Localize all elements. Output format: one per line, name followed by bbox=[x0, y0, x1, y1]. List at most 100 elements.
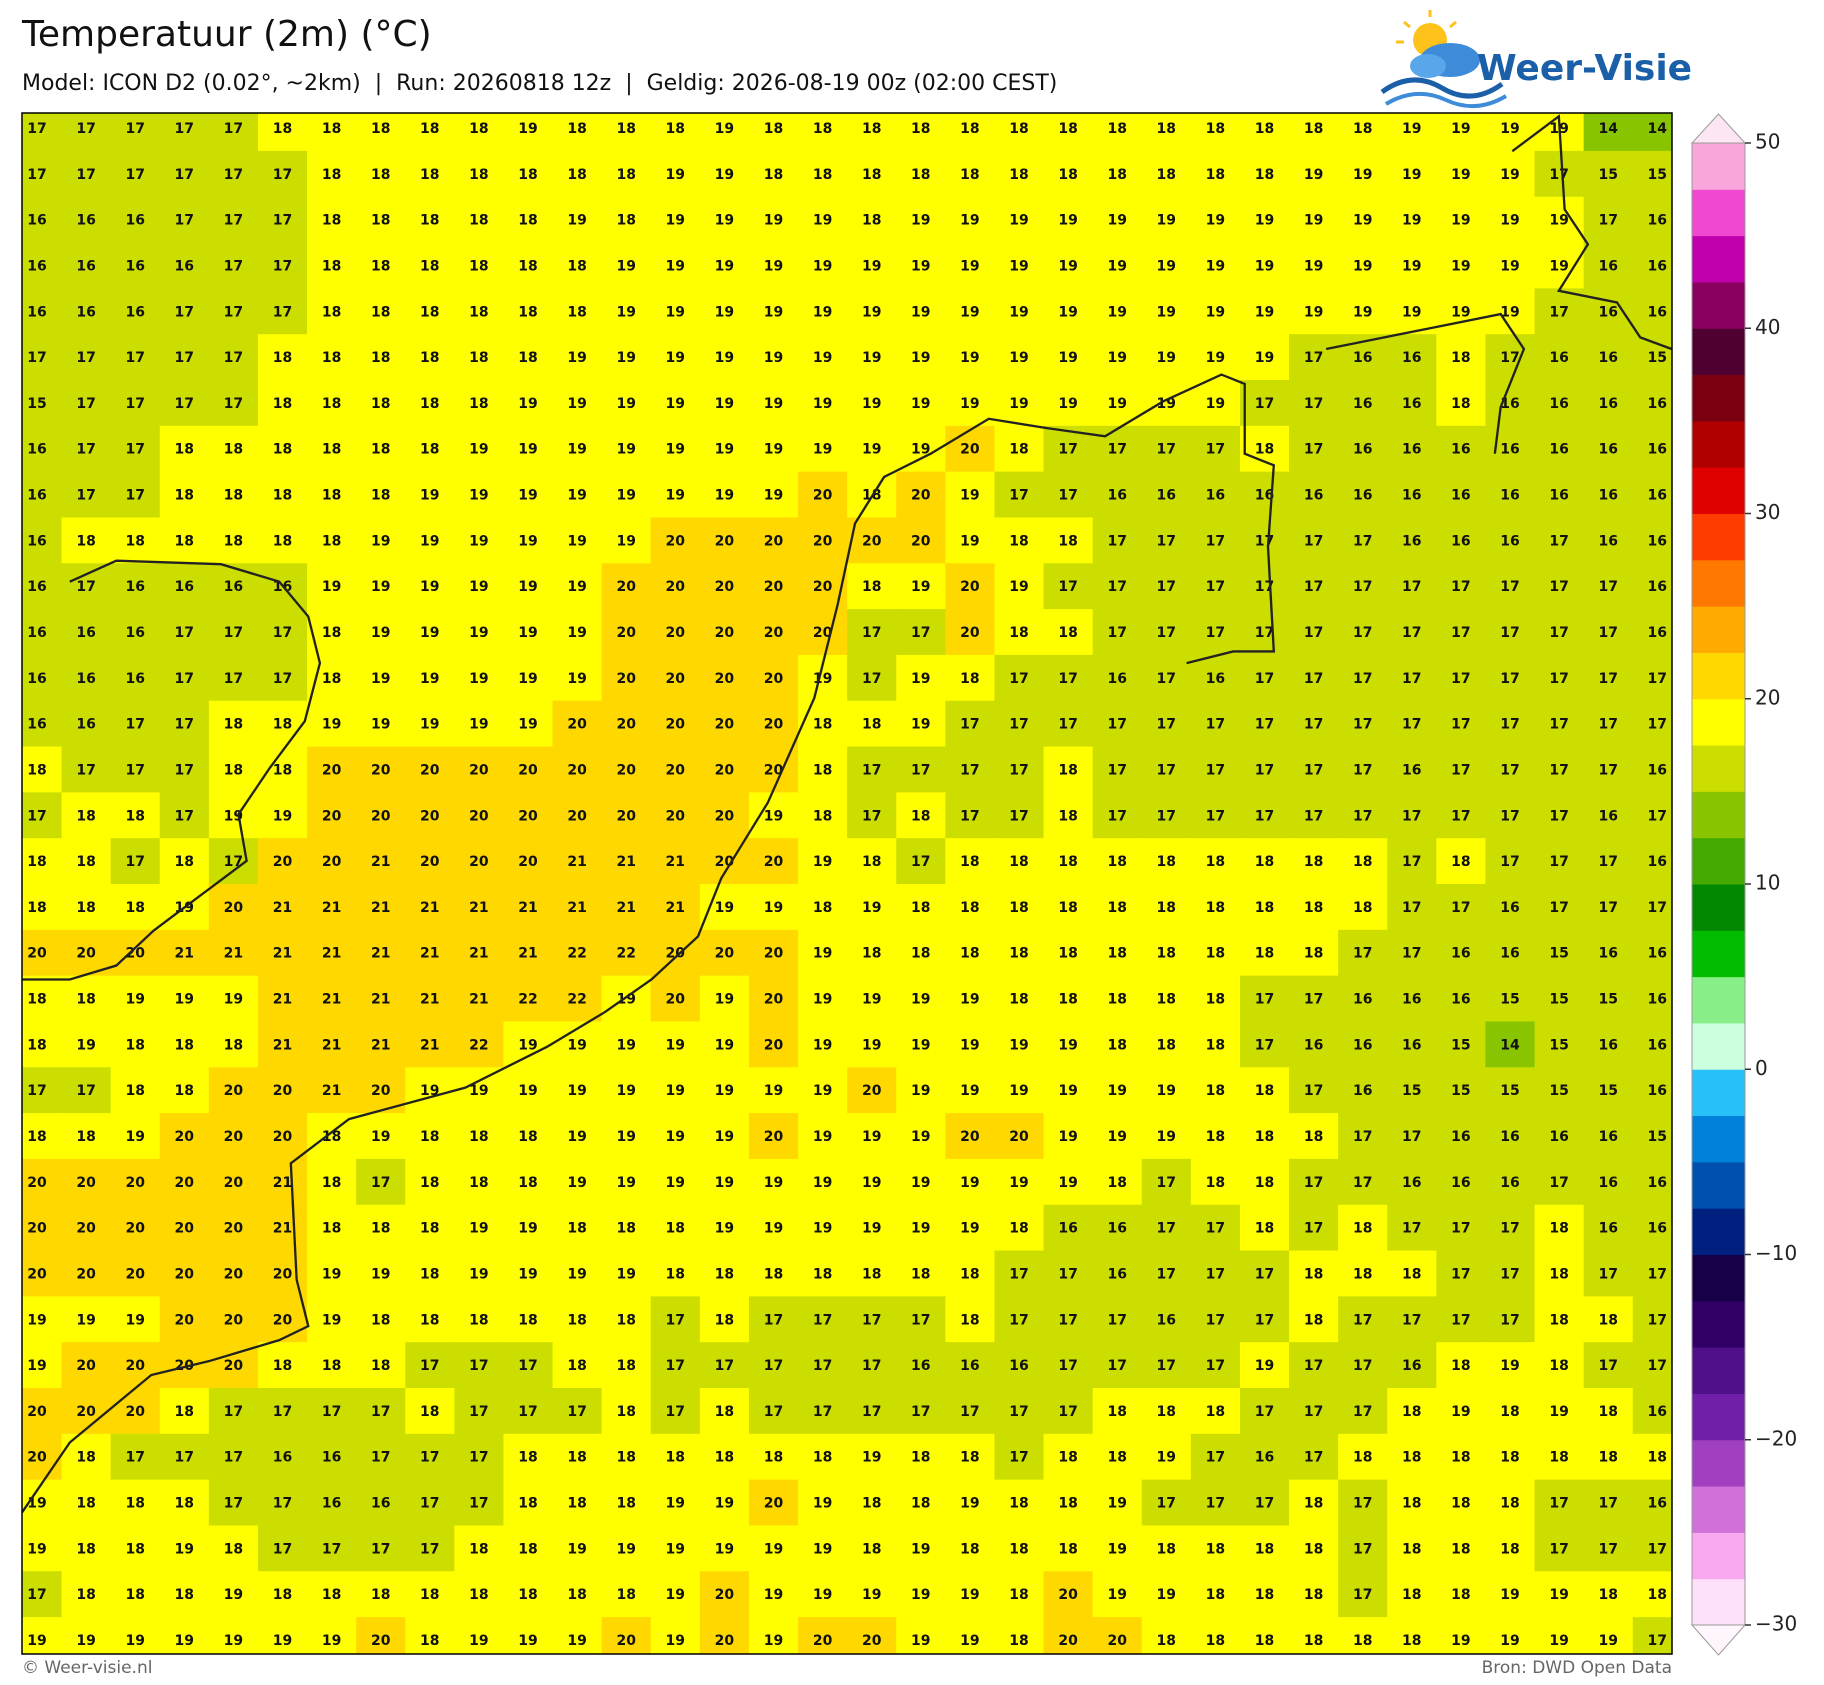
value-label: 17 bbox=[1058, 488, 1077, 504]
cell bbox=[61, 1204, 112, 1252]
value-label: 17 bbox=[1058, 442, 1077, 458]
value-label: 19 bbox=[322, 1266, 341, 1282]
value-label: 18 bbox=[862, 213, 881, 229]
cell bbox=[650, 1617, 701, 1654]
cell bbox=[454, 746, 504, 793]
value-label: 18 bbox=[224, 762, 243, 778]
value-label: 18 bbox=[371, 213, 390, 229]
value-label: 19 bbox=[1304, 258, 1323, 274]
cell bbox=[110, 242, 161, 289]
value-label: 19 bbox=[862, 900, 881, 916]
cell bbox=[1632, 471, 1672, 518]
value-label: 17 bbox=[1304, 579, 1323, 595]
cell bbox=[798, 1158, 848, 1206]
cell bbox=[454, 929, 504, 977]
value-label: 17 bbox=[1009, 1312, 1028, 1328]
cell bbox=[159, 1296, 210, 1343]
value-label: 17 bbox=[1304, 1221, 1323, 1237]
cell bbox=[1632, 1067, 1672, 1114]
value-label: 19 bbox=[1402, 213, 1421, 229]
value-label: 18 bbox=[371, 396, 390, 412]
cell bbox=[1632, 1158, 1672, 1206]
logo-text: Weer-Visie bbox=[1477, 48, 1692, 89]
cell bbox=[1436, 884, 1486, 931]
value-label: 18 bbox=[125, 1541, 144, 1557]
value-label: 17 bbox=[1549, 1496, 1568, 1512]
cell bbox=[110, 517, 161, 564]
cell bbox=[405, 1617, 455, 1654]
value-label: 18 bbox=[1500, 1450, 1519, 1466]
cell bbox=[110, 1067, 161, 1114]
cell bbox=[356, 288, 406, 335]
cell bbox=[994, 1250, 1045, 1297]
cell bbox=[356, 975, 406, 1022]
cell bbox=[1141, 654, 1192, 702]
value-label: 17 bbox=[1009, 1404, 1028, 1420]
cell bbox=[847, 1250, 897, 1297]
cell bbox=[1092, 1479, 1143, 1526]
cell bbox=[159, 242, 210, 289]
cell bbox=[1583, 242, 1634, 289]
cell bbox=[1092, 1204, 1143, 1252]
cell bbox=[798, 746, 848, 793]
cell bbox=[552, 884, 603, 931]
cell bbox=[601, 609, 652, 656]
cell bbox=[1289, 242, 1339, 289]
cell bbox=[1092, 1525, 1143, 1572]
value-label: 18 bbox=[175, 1587, 194, 1603]
value-label: 18 bbox=[1206, 121, 1225, 137]
value-label: 18 bbox=[1648, 1587, 1667, 1603]
cell bbox=[1534, 1021, 1585, 1068]
cell bbox=[257, 884, 308, 931]
cell bbox=[1239, 1433, 1290, 1481]
value-label: 19 bbox=[567, 1129, 586, 1145]
cell bbox=[601, 1067, 652, 1114]
value-label: 17 bbox=[1255, 1404, 1274, 1420]
value-label: 17 bbox=[1107, 442, 1126, 458]
value-label: 20 bbox=[715, 762, 735, 778]
cell bbox=[1092, 242, 1143, 289]
value-label: 18 bbox=[1451, 1587, 1470, 1603]
value-label: 19 bbox=[616, 304, 635, 320]
value-label: 19 bbox=[1598, 1633, 1617, 1649]
colorbar-band bbox=[1692, 328, 1745, 376]
value-label: 18 bbox=[76, 992, 95, 1008]
value-label: 18 bbox=[1009, 854, 1028, 870]
value-label: 18 bbox=[1009, 992, 1028, 1008]
cell bbox=[1289, 746, 1339, 793]
value-label: 19 bbox=[813, 396, 832, 412]
cell bbox=[405, 1342, 455, 1389]
cell bbox=[1387, 1158, 1437, 1206]
value-label: 17 bbox=[371, 1541, 390, 1557]
value-label: 18 bbox=[1304, 854, 1323, 870]
value-label: 18 bbox=[76, 1587, 95, 1603]
cell bbox=[1632, 1113, 1672, 1160]
value-label: 18 bbox=[1304, 1266, 1323, 1282]
value-label: 19 bbox=[1107, 258, 1126, 274]
cell bbox=[699, 1113, 750, 1160]
cell bbox=[552, 1617, 603, 1654]
cell bbox=[1338, 1158, 1388, 1206]
cell bbox=[945, 563, 995, 610]
cell bbox=[208, 1479, 259, 1526]
value-label: 19 bbox=[715, 167, 734, 183]
value-label: 18 bbox=[616, 1221, 635, 1237]
cell bbox=[110, 654, 161, 702]
value-label: 18 bbox=[1009, 946, 1028, 962]
cell bbox=[601, 929, 652, 977]
value-label: 18 bbox=[420, 1633, 439, 1649]
cell bbox=[454, 792, 504, 839]
value-label: 17 bbox=[76, 442, 95, 458]
cell bbox=[945, 1525, 995, 1572]
cell bbox=[356, 196, 406, 244]
value-label: 19 bbox=[911, 992, 930, 1008]
cell bbox=[601, 563, 652, 610]
value-label: 19 bbox=[911, 1221, 930, 1237]
cell bbox=[356, 425, 406, 473]
cell bbox=[159, 1204, 210, 1252]
value-label: 17 bbox=[1353, 671, 1372, 687]
value-label: 19 bbox=[715, 1037, 734, 1053]
cell bbox=[1338, 1067, 1388, 1114]
cell bbox=[748, 609, 799, 656]
value-label: 18 bbox=[567, 1358, 586, 1374]
